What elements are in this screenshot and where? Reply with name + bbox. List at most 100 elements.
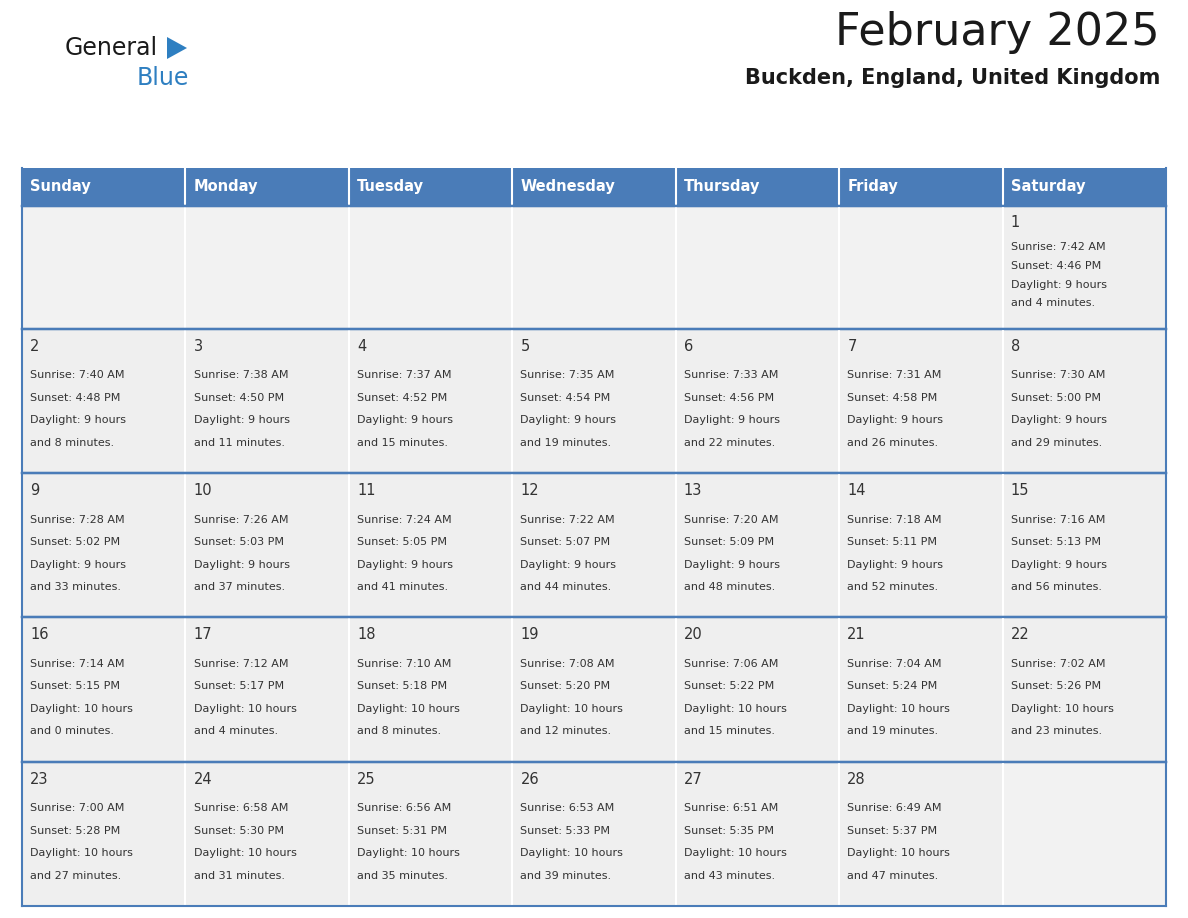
- Bar: [839, 206, 1003, 329]
- Text: Daylight: 10 hours: Daylight: 10 hours: [358, 848, 460, 858]
- Text: Daylight: 9 hours: Daylight: 9 hours: [1011, 279, 1107, 289]
- Text: Sunrise: 7:04 AM: Sunrise: 7:04 AM: [847, 659, 942, 669]
- Text: Daylight: 9 hours: Daylight: 9 hours: [847, 559, 943, 569]
- Text: 2: 2: [30, 339, 39, 353]
- Bar: [23, 473, 185, 617]
- Bar: [23, 617, 185, 762]
- Bar: [676, 762, 839, 906]
- Bar: [512, 762, 676, 906]
- Text: Buckden, England, United Kingdom: Buckden, England, United Kingdom: [745, 68, 1159, 88]
- Text: Sunday: Sunday: [30, 180, 91, 195]
- Text: Sunset: 4:46 PM: Sunset: 4:46 PM: [1011, 261, 1101, 271]
- Text: 27: 27: [684, 772, 702, 787]
- Bar: [23, 762, 185, 906]
- Bar: [839, 168, 1003, 206]
- Text: and 39 minutes.: and 39 minutes.: [520, 870, 612, 880]
- Text: Daylight: 9 hours: Daylight: 9 hours: [684, 559, 779, 569]
- Text: Sunset: 4:58 PM: Sunset: 4:58 PM: [847, 393, 937, 403]
- Bar: [512, 206, 676, 329]
- Text: Sunrise: 7:24 AM: Sunrise: 7:24 AM: [358, 515, 451, 525]
- Text: Daylight: 9 hours: Daylight: 9 hours: [1011, 415, 1107, 425]
- Text: Sunrise: 7:42 AM: Sunrise: 7:42 AM: [1011, 241, 1105, 252]
- Bar: [676, 329, 839, 473]
- Text: and 4 minutes.: and 4 minutes.: [1011, 298, 1095, 308]
- Text: Sunrise: 7:37 AM: Sunrise: 7:37 AM: [358, 370, 451, 380]
- Bar: [185, 329, 349, 473]
- Bar: [839, 762, 1003, 906]
- Text: Daylight: 10 hours: Daylight: 10 hours: [684, 848, 786, 858]
- Bar: [512, 617, 676, 762]
- Text: February 2025: February 2025: [835, 12, 1159, 54]
- Text: Sunrise: 7:02 AM: Sunrise: 7:02 AM: [1011, 659, 1105, 669]
- Text: Sunset: 5:11 PM: Sunset: 5:11 PM: [847, 537, 937, 547]
- Text: Sunset: 5:17 PM: Sunset: 5:17 PM: [194, 681, 284, 691]
- Text: and 19 minutes.: and 19 minutes.: [520, 438, 612, 447]
- Text: Sunrise: 7:26 AM: Sunrise: 7:26 AM: [194, 515, 289, 525]
- Text: Sunset: 5:05 PM: Sunset: 5:05 PM: [358, 537, 447, 547]
- Bar: [23, 168, 185, 206]
- Text: 23: 23: [30, 772, 49, 787]
- Text: Sunset: 5:02 PM: Sunset: 5:02 PM: [30, 537, 120, 547]
- Text: Sunrise: 7:16 AM: Sunrise: 7:16 AM: [1011, 515, 1105, 525]
- Text: 14: 14: [847, 483, 866, 498]
- Text: Sunset: 4:50 PM: Sunset: 4:50 PM: [194, 393, 284, 403]
- Text: and 33 minutes.: and 33 minutes.: [30, 582, 121, 592]
- Text: 16: 16: [30, 627, 49, 643]
- Text: and 8 minutes.: and 8 minutes.: [358, 726, 441, 736]
- Text: 17: 17: [194, 627, 213, 643]
- Text: and 27 minutes.: and 27 minutes.: [30, 870, 121, 880]
- Text: 21: 21: [847, 627, 866, 643]
- Text: Daylight: 10 hours: Daylight: 10 hours: [847, 848, 950, 858]
- Bar: [676, 473, 839, 617]
- Text: 9: 9: [30, 483, 39, 498]
- Text: and 29 minutes.: and 29 minutes.: [1011, 438, 1102, 447]
- Text: Sunset: 5:31 PM: Sunset: 5:31 PM: [358, 826, 447, 836]
- Text: Sunrise: 6:51 AM: Sunrise: 6:51 AM: [684, 803, 778, 813]
- Bar: [185, 473, 349, 617]
- Text: Sunrise: 7:28 AM: Sunrise: 7:28 AM: [30, 515, 125, 525]
- Text: and 37 minutes.: and 37 minutes.: [194, 582, 285, 592]
- Text: Sunrise: 7:00 AM: Sunrise: 7:00 AM: [30, 803, 125, 813]
- Text: Sunset: 5:00 PM: Sunset: 5:00 PM: [1011, 393, 1101, 403]
- Text: Daylight: 10 hours: Daylight: 10 hours: [847, 704, 950, 714]
- Text: and 4 minutes.: and 4 minutes.: [194, 726, 278, 736]
- Text: Sunset: 5:30 PM: Sunset: 5:30 PM: [194, 826, 284, 836]
- Text: Sunset: 5:18 PM: Sunset: 5:18 PM: [358, 681, 447, 691]
- Text: and 0 minutes.: and 0 minutes.: [30, 726, 114, 736]
- Text: Tuesday: Tuesday: [358, 180, 424, 195]
- Bar: [1003, 617, 1165, 762]
- Bar: [185, 206, 349, 329]
- Text: Blue: Blue: [137, 66, 189, 90]
- Text: Friday: Friday: [847, 180, 898, 195]
- Text: Sunset: 5:37 PM: Sunset: 5:37 PM: [847, 826, 937, 836]
- Text: and 44 minutes.: and 44 minutes.: [520, 582, 612, 592]
- Text: Sunrise: 7:40 AM: Sunrise: 7:40 AM: [30, 370, 125, 380]
- Text: Daylight: 10 hours: Daylight: 10 hours: [520, 704, 624, 714]
- Text: 24: 24: [194, 772, 213, 787]
- Bar: [676, 168, 839, 206]
- Text: and 31 minutes.: and 31 minutes.: [194, 870, 285, 880]
- Text: Daylight: 10 hours: Daylight: 10 hours: [1011, 704, 1113, 714]
- Text: and 19 minutes.: and 19 minutes.: [847, 726, 939, 736]
- Text: Sunrise: 7:06 AM: Sunrise: 7:06 AM: [684, 659, 778, 669]
- Bar: [1003, 168, 1165, 206]
- Text: Daylight: 10 hours: Daylight: 10 hours: [30, 848, 133, 858]
- Text: 10: 10: [194, 483, 213, 498]
- Text: 7: 7: [847, 339, 857, 353]
- Bar: [1003, 762, 1165, 906]
- Bar: [349, 206, 512, 329]
- Text: Daylight: 10 hours: Daylight: 10 hours: [30, 704, 133, 714]
- Bar: [1003, 329, 1165, 473]
- Text: Sunrise: 6:56 AM: Sunrise: 6:56 AM: [358, 803, 451, 813]
- Text: Daylight: 10 hours: Daylight: 10 hours: [684, 704, 786, 714]
- Text: Thursday: Thursday: [684, 180, 760, 195]
- Text: and 48 minutes.: and 48 minutes.: [684, 582, 775, 592]
- Text: Daylight: 10 hours: Daylight: 10 hours: [520, 848, 624, 858]
- Text: Daylight: 9 hours: Daylight: 9 hours: [1011, 559, 1107, 569]
- Bar: [676, 206, 839, 329]
- Polygon shape: [168, 37, 187, 59]
- Text: Daylight: 10 hours: Daylight: 10 hours: [358, 704, 460, 714]
- Text: Daylight: 10 hours: Daylight: 10 hours: [194, 848, 297, 858]
- Text: 6: 6: [684, 339, 693, 353]
- Text: Sunset: 5:20 PM: Sunset: 5:20 PM: [520, 681, 611, 691]
